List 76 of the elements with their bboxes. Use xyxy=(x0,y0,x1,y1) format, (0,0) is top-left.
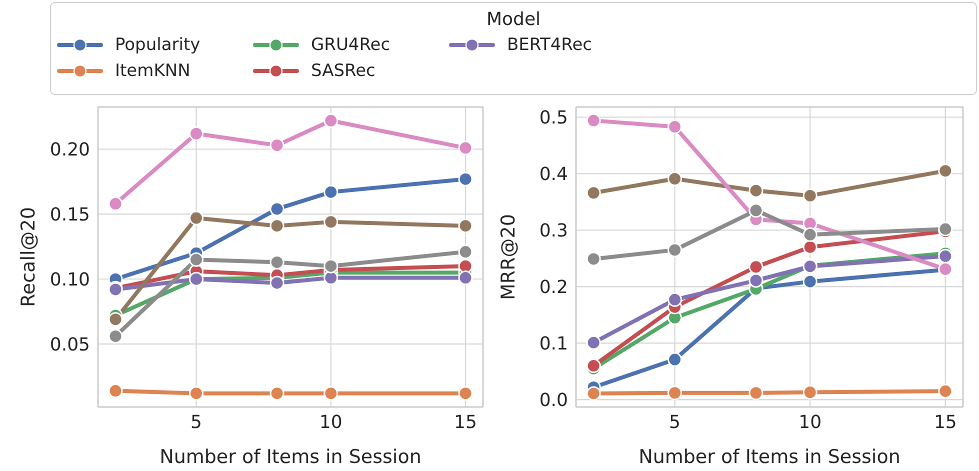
point xyxy=(189,252,204,267)
point xyxy=(270,138,284,153)
point xyxy=(189,126,204,141)
point xyxy=(586,335,601,350)
legend-label: ItemKNN xyxy=(115,61,190,81)
y-tick-label: 0.20 xyxy=(50,140,90,161)
x-tick-label: 10 xyxy=(798,412,822,433)
point xyxy=(108,312,123,327)
point xyxy=(586,386,601,401)
point xyxy=(270,202,284,216)
y-tick-label: 0.05 xyxy=(50,334,90,356)
point xyxy=(586,113,601,128)
x-tick-label: 5 xyxy=(190,412,202,433)
point xyxy=(802,274,818,289)
point xyxy=(324,258,338,274)
point xyxy=(802,227,818,242)
y-tick-label: 0.10 xyxy=(50,269,90,290)
point xyxy=(324,270,338,286)
point xyxy=(270,386,284,401)
point xyxy=(748,386,764,400)
y-tick-label: 0.15 xyxy=(50,204,90,226)
legend-label: BERT4Rec xyxy=(507,35,592,55)
x-axis-title: Number of Items in Session xyxy=(638,446,900,468)
point xyxy=(938,164,953,178)
point xyxy=(802,188,818,203)
y-axis-title: Recall@20 xyxy=(18,207,40,307)
point xyxy=(458,244,473,260)
point xyxy=(802,385,818,400)
y-tick-label: 0.0 xyxy=(539,390,568,412)
point xyxy=(586,186,601,200)
point xyxy=(270,276,284,290)
point xyxy=(458,140,473,156)
point xyxy=(458,386,473,401)
y-tick-label: 0.2 xyxy=(539,277,568,298)
point xyxy=(748,183,764,198)
point xyxy=(270,254,284,270)
point xyxy=(189,386,204,401)
point xyxy=(324,113,338,128)
point xyxy=(458,258,473,274)
legend-label: GRU4Rec xyxy=(311,35,390,55)
point xyxy=(108,328,123,344)
y-tick-label: 0.5 xyxy=(539,108,568,129)
x-tick-label: 15 xyxy=(454,412,477,433)
point xyxy=(108,196,123,212)
point xyxy=(270,218,284,234)
point xyxy=(748,260,764,274)
point xyxy=(668,292,682,307)
point xyxy=(668,172,682,186)
point xyxy=(938,384,953,398)
point xyxy=(458,218,473,234)
x-axis-title: Number of Items in Session xyxy=(160,446,422,468)
x-tick-label: 10 xyxy=(319,412,342,433)
point xyxy=(189,210,204,226)
point xyxy=(458,172,473,186)
point xyxy=(324,386,338,401)
y-tick-label: 0.3 xyxy=(539,220,568,242)
legend-title: Model xyxy=(485,9,542,30)
point xyxy=(802,240,818,254)
legend-label: Popularity xyxy=(115,35,200,55)
point xyxy=(668,386,682,400)
point xyxy=(748,273,764,288)
legend-label: SASRec xyxy=(311,61,376,81)
point xyxy=(324,214,338,230)
point xyxy=(668,352,682,367)
point xyxy=(324,184,338,200)
y-axis-title: MRR@20 xyxy=(498,214,520,300)
y-tick-label: 0.1 xyxy=(539,334,568,355)
point xyxy=(748,203,764,218)
point xyxy=(668,120,682,134)
point xyxy=(108,384,123,398)
point xyxy=(586,252,601,266)
x-tick-label: 5 xyxy=(669,412,681,433)
x-tick-label: 15 xyxy=(934,412,957,433)
point xyxy=(458,270,473,286)
point xyxy=(668,242,682,258)
y-tick-label: 0.4 xyxy=(539,164,568,186)
